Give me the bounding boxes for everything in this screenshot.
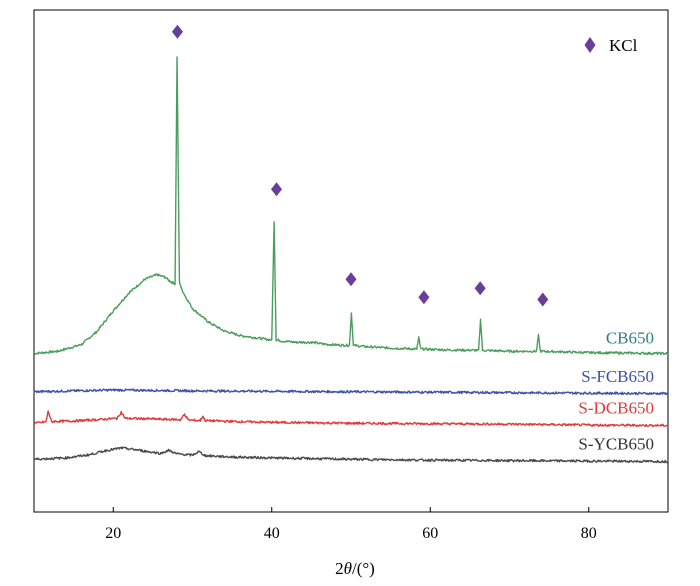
legend-diamond-icon <box>584 37 596 53</box>
x-axis-label-suffix: /(°) <box>352 559 375 578</box>
series-lines <box>33 56 669 464</box>
x-axis-label: 2θ/(°) <box>335 559 375 578</box>
series-line-s-ycb650 <box>33 446 669 464</box>
series-line-cb650 <box>33 56 669 356</box>
x-tick-label: 60 <box>422 525 438 542</box>
kcl-diamond-icon <box>345 272 357 287</box>
series-line-s-dcb650 <box>33 410 669 428</box>
series-line-s-fcb650 <box>33 388 669 396</box>
x-axis-ticks: 20 40 60 80 <box>105 507 597 542</box>
x-tick-label: 80 <box>581 525 597 542</box>
series-labels: CB650 S-FCB650 S-DCB650 S-YCB650 <box>578 329 654 454</box>
x-axis-label-prefix: 2 <box>335 559 344 578</box>
legend-label: KCl <box>609 36 638 55</box>
series-label-s-ycb650: S-YCB650 <box>578 434 654 453</box>
kcl-diamond-icon <box>171 24 183 39</box>
x-axis-label-symbol: θ <box>344 559 352 578</box>
kcl-diamond-icon <box>271 182 283 197</box>
legend: KCl <box>584 36 638 55</box>
plot-frame <box>33 9 669 513</box>
kcl-diamond-icon <box>418 290 430 305</box>
series-label-cb650: CB650 <box>606 329 654 348</box>
x-tick-label: 20 <box>105 525 121 542</box>
series-label-s-fcb650: S-FCB650 <box>581 367 654 386</box>
kcl-peak-markers <box>171 24 549 307</box>
kcl-diamond-icon <box>474 281 486 296</box>
series-label-s-dcb650: S-DCB650 <box>578 398 654 417</box>
x-tick-label: 40 <box>264 525 280 542</box>
kcl-diamond-icon <box>537 292 549 307</box>
